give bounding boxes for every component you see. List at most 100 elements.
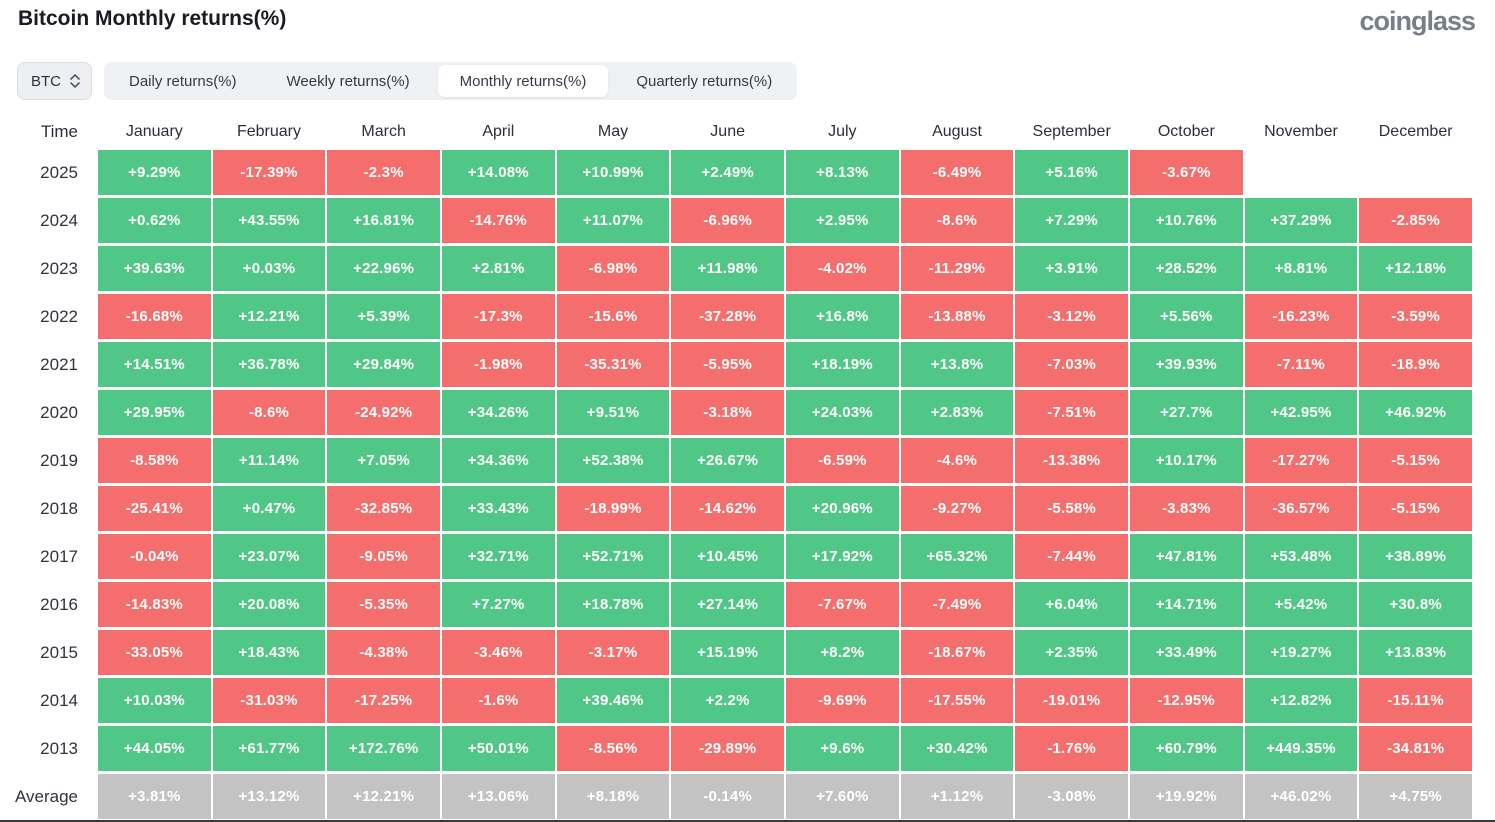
- return-cell: -3.59%: [1359, 294, 1472, 339]
- month-column-header: May: [597, 122, 629, 140]
- return-cell: -18.67%: [900, 630, 1014, 675]
- symbol-select[interactable]: BTC: [17, 62, 92, 100]
- return-cell: +60.79%: [1129, 726, 1243, 771]
- return-cell: -33.05%: [98, 630, 211, 675]
- month-column-header: August: [932, 122, 982, 140]
- tab-quarterly-returns[interactable]: Quarterly returns(%): [636, 72, 773, 90]
- return-cell: -24.92%: [327, 390, 440, 435]
- return-cell: +44.05%: [98, 726, 211, 771]
- return-cell: -7.67%: [785, 582, 899, 627]
- return-cell: +18.19%: [785, 342, 899, 387]
- return-cell: +18.78%: [556, 582, 670, 627]
- return-cell: -3.08%: [1015, 774, 1128, 819]
- return-cell: -16.23%: [1244, 294, 1358, 339]
- row-label: 2022: [40, 306, 78, 326]
- return-cell: +65.32%: [900, 534, 1014, 579]
- return-cell: -6.49%: [900, 150, 1014, 195]
- return-cell: +9.6%: [785, 726, 899, 771]
- return-cell: +33.49%: [1129, 630, 1243, 675]
- month-column-header: January: [125, 122, 183, 140]
- row-label: 2023: [40, 258, 78, 278]
- return-cell: +4.75%: [1359, 774, 1472, 819]
- return-cell: +30.8%: [1359, 582, 1472, 627]
- row-label: 2014: [40, 690, 78, 710]
- return-cell: -8.6%: [212, 390, 326, 435]
- return-cell: +52.38%: [556, 438, 670, 483]
- return-cell: -6.98%: [556, 246, 670, 291]
- return-cell: -25.41%: [98, 486, 211, 531]
- return-cell: +3.81%: [98, 774, 211, 819]
- return-cell: -9.05%: [327, 534, 440, 579]
- return-cell: +5.16%: [1015, 150, 1128, 195]
- return-cell: +0.03%: [212, 246, 326, 291]
- return-cell: +29.84%: [327, 342, 440, 387]
- table-header-row: Time January February March April May June July…: [0, 113, 1472, 150]
- return-cell: +8.81%: [1244, 246, 1358, 291]
- return-cell: +16.8%: [785, 294, 899, 339]
- return-cell: -17.25%: [327, 678, 440, 723]
- return-cell: -1.76%: [1015, 726, 1128, 771]
- return-cell: -5.35%: [327, 582, 440, 627]
- return-cell: -5.15%: [1359, 438, 1472, 483]
- return-cell: +0.62%: [98, 198, 211, 243]
- return-cell: +10.99%: [556, 150, 670, 195]
- return-cell: +8.13%: [785, 150, 899, 195]
- return-cell: -13.38%: [1015, 438, 1128, 483]
- return-cell: -1.98%: [441, 342, 555, 387]
- return-cell: -6.59%: [785, 438, 899, 483]
- return-cell: +27.7%: [1129, 390, 1243, 435]
- return-cell: -17.55%: [900, 678, 1014, 723]
- return-cell: [1245, 150, 1358, 195]
- return-cell: -5.58%: [1015, 486, 1128, 531]
- return-cell: +14.08%: [441, 150, 555, 195]
- return-cell: +39.93%: [1129, 342, 1243, 387]
- row-label: 2018: [40, 498, 78, 518]
- return-cell: +449.35%: [1244, 726, 1358, 771]
- return-cell: +11.14%: [212, 438, 326, 483]
- return-cell: -11.29%: [900, 246, 1014, 291]
- return-cell: +14.71%: [1129, 582, 1243, 627]
- return-cell: -5.95%: [671, 342, 784, 387]
- return-cell: +2.35%: [1015, 630, 1128, 675]
- return-cell: +53.48%: [1244, 534, 1358, 579]
- month-column-header: July: [828, 122, 857, 140]
- month-column-header: April: [482, 122, 515, 140]
- return-cell: -0.04%: [98, 534, 211, 579]
- return-cell: +19.27%: [1244, 630, 1358, 675]
- row-label: 2025: [40, 162, 78, 182]
- return-cell: +36.78%: [212, 342, 326, 387]
- return-cell: +2.83%: [900, 390, 1014, 435]
- return-cell: -3.18%: [671, 390, 784, 435]
- tab-weekly-returns[interactable]: Weekly returns(%): [286, 72, 410, 90]
- return-cell: +39.63%: [98, 246, 211, 291]
- return-cell: +42.95%: [1244, 390, 1358, 435]
- return-cell: +29.95%: [98, 390, 211, 435]
- time-column-header: Time: [40, 121, 78, 141]
- tab-daily-returns[interactable]: Daily returns(%): [129, 72, 237, 90]
- return-cell: +37.29%: [1244, 198, 1358, 243]
- month-column-header: November: [1264, 122, 1338, 140]
- return-cell: +39.46%: [556, 678, 670, 723]
- return-cell: -12.95%: [1129, 678, 1243, 723]
- return-cell: +30.42%: [900, 726, 1014, 771]
- return-cell: -36.57%: [1244, 486, 1358, 531]
- return-cell: -17.3%: [441, 294, 555, 339]
- return-cell: -2.85%: [1359, 198, 1472, 243]
- return-cell: -17.27%: [1244, 438, 1358, 483]
- return-cell: +5.56%: [1129, 294, 1243, 339]
- return-cell: +50.01%: [441, 726, 555, 771]
- row-label: 2017: [40, 546, 78, 566]
- return-cell: -17.39%: [212, 150, 326, 195]
- return-cell: +26.67%: [671, 438, 784, 483]
- return-cell: +38.89%: [1359, 534, 1472, 579]
- return-cell: +2.81%: [441, 246, 555, 291]
- return-cell: +12.18%: [1359, 246, 1472, 291]
- return-cell: +8.18%: [556, 774, 670, 819]
- return-cell: +2.2%: [671, 678, 784, 723]
- return-cell: +19.92%: [1129, 774, 1243, 819]
- return-cell: +2.95%: [785, 198, 899, 243]
- tab-monthly-returns[interactable]: Monthly returns(%): [437, 65, 609, 97]
- return-cell: -19.01%: [1015, 678, 1128, 723]
- return-cell: +12.82%: [1244, 678, 1358, 723]
- return-cell: -5.15%: [1359, 486, 1472, 531]
